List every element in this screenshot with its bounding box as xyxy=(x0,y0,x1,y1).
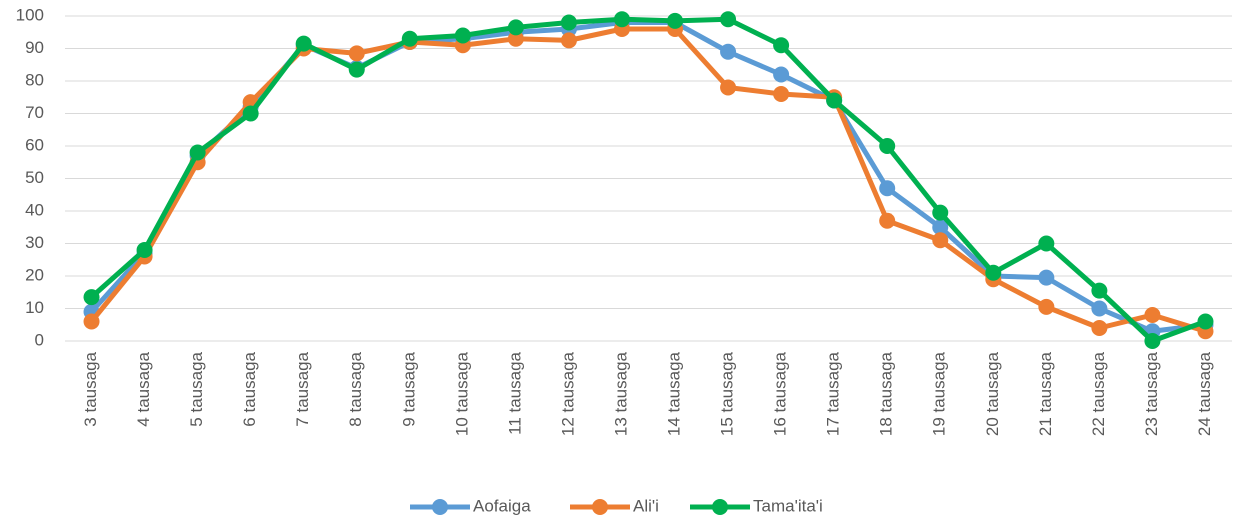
data-point xyxy=(932,204,949,221)
data-point xyxy=(295,35,312,52)
x-tick-label: 4 tausaga xyxy=(134,351,153,426)
data-point xyxy=(826,92,843,109)
data-point xyxy=(773,66,790,83)
legend-label: Ali'i xyxy=(633,496,659,515)
data-point xyxy=(1197,313,1214,330)
data-point xyxy=(401,30,418,47)
x-tick-label: 18 tausaga xyxy=(877,351,896,436)
data-point xyxy=(773,86,790,102)
y-tick-label: 40 xyxy=(25,200,44,219)
x-tick-label: 16 tausaga xyxy=(771,351,790,436)
x-tick-label: 23 tausaga xyxy=(1142,351,1161,436)
x-tick-label: 14 tausaga xyxy=(665,351,684,436)
x-tick-label: 15 tausaga xyxy=(718,351,737,436)
data-point xyxy=(507,19,524,36)
data-point xyxy=(1038,298,1055,315)
x-tick-label: 24 tausaga xyxy=(1195,351,1214,436)
data-point xyxy=(1038,235,1055,252)
x-tick-label: 8 tausaga xyxy=(346,351,365,426)
data-point xyxy=(1144,307,1161,323)
legend-marker xyxy=(712,499,728,515)
data-point xyxy=(879,138,896,154)
data-point xyxy=(613,11,630,28)
data-point xyxy=(1091,300,1108,317)
legend-label: Aofaiga xyxy=(473,496,531,515)
data-point xyxy=(507,30,524,47)
series-line xyxy=(89,16,1207,344)
x-tick-label: 11 tausaga xyxy=(505,351,524,434)
x-tick-label: 17 tausaga xyxy=(824,351,843,436)
series-line xyxy=(89,26,1207,334)
data-point xyxy=(720,79,737,96)
y-tick-label: 100 xyxy=(16,5,44,24)
x-tick-label: 12 tausaga xyxy=(558,351,577,436)
data-point xyxy=(560,14,577,31)
data-point xyxy=(985,264,1002,281)
y-tick-label: 90 xyxy=(25,38,44,57)
legend-marker xyxy=(432,499,448,515)
x-tick-label: 3 tausaga xyxy=(81,351,100,426)
data-point xyxy=(932,232,949,249)
data-point xyxy=(1091,282,1108,299)
data-point xyxy=(348,45,365,62)
x-tick-label: 6 tausaga xyxy=(240,351,259,426)
y-tick-label: 60 xyxy=(25,135,44,154)
data-point xyxy=(1038,269,1055,286)
data-point xyxy=(136,242,153,258)
x-tick-label: 21 tausaga xyxy=(1036,351,1055,436)
y-tick-label: 20 xyxy=(25,265,44,284)
y-tick-label: 0 xyxy=(35,330,44,349)
series-line xyxy=(89,20,1206,334)
x-tick-label: 22 tausaga xyxy=(1089,351,1108,436)
x-tick-label: 19 tausaga xyxy=(930,351,949,436)
data-point xyxy=(189,144,206,161)
data-point xyxy=(720,43,737,60)
data-point xyxy=(560,32,577,49)
y-tick-label: 80 xyxy=(25,70,44,89)
data-point xyxy=(773,37,790,54)
data-point xyxy=(932,219,949,236)
data-point xyxy=(83,289,100,306)
data-point xyxy=(1091,320,1108,336)
data-point xyxy=(879,212,896,229)
x-tick-label: 13 tausaga xyxy=(611,351,630,436)
y-tick-label: 70 xyxy=(25,103,44,122)
y-tick-label: 30 xyxy=(25,233,44,252)
data-point xyxy=(242,105,259,122)
data-point xyxy=(454,27,471,44)
x-tick-label: 20 tausaga xyxy=(983,351,1002,436)
y-tick-label: 10 xyxy=(25,298,44,317)
data-point xyxy=(83,313,100,330)
data-point xyxy=(348,61,365,78)
data-point xyxy=(720,11,737,28)
x-tick-label: 9 tausaga xyxy=(399,351,418,426)
data-point xyxy=(1144,333,1161,349)
legend-marker xyxy=(592,499,608,515)
x-tick-label: 10 tausaga xyxy=(452,351,471,436)
data-point xyxy=(667,12,684,29)
y-tick-label: 50 xyxy=(25,168,44,187)
x-tick-label: 5 tausaga xyxy=(187,351,206,426)
x-tick-label: 7 tausaga xyxy=(293,351,312,426)
legend-label: Tama'ita'i xyxy=(753,496,823,515)
data-point xyxy=(879,180,896,197)
